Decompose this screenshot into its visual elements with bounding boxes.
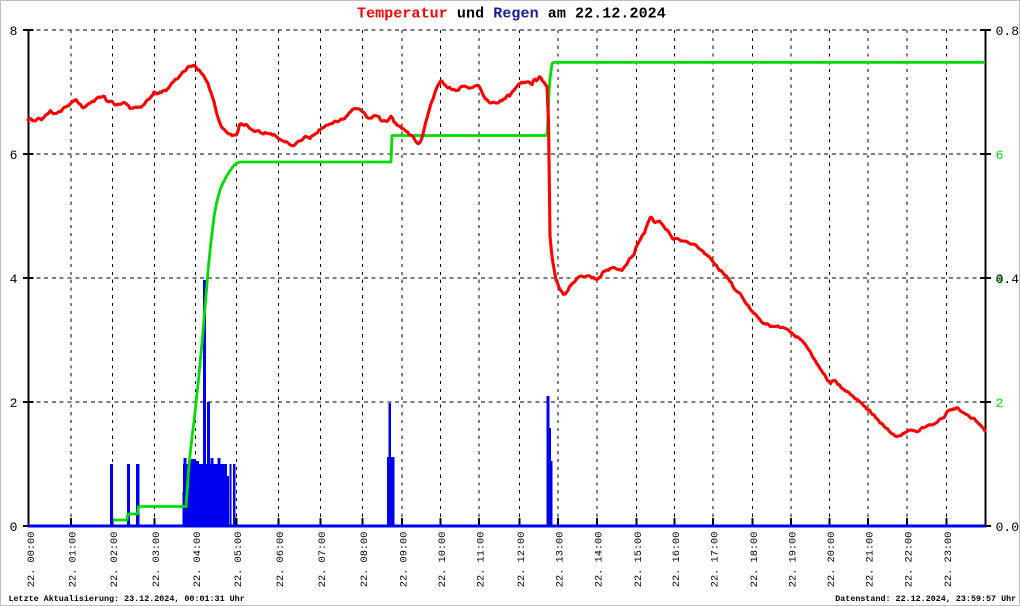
svg-text:22. 23:00: 22. 23:00 bbox=[943, 532, 955, 588]
svg-text:22. 17:00: 22. 17:00 bbox=[710, 532, 722, 588]
svg-text:22. 15:00: 22. 15:00 bbox=[633, 532, 645, 588]
svg-text:8: 8 bbox=[10, 24, 18, 39]
svg-text:22. 08:00: 22. 08:00 bbox=[359, 532, 371, 588]
svg-text:22. 11:00: 22. 11:00 bbox=[476, 532, 488, 588]
svg-text:22. 07:00: 22. 07:00 bbox=[317, 532, 329, 588]
svg-text:2: 2 bbox=[996, 396, 1004, 411]
svg-text:Temperatur und Regen am 22.12.: Temperatur und Regen am 22.12.2024 bbox=[357, 6, 666, 23]
svg-text:6: 6 bbox=[996, 148, 1004, 163]
svg-text:Datenstand: 22.12.2024, 23:59:: Datenstand: 22.12.2024, 23:59:57 Uhr bbox=[835, 594, 1016, 604]
svg-text:0: 0 bbox=[10, 520, 18, 535]
svg-text:22. 03:00: 22. 03:00 bbox=[151, 532, 163, 588]
svg-text:0.0: 0.0 bbox=[996, 520, 1019, 535]
svg-text:0.4: 0.4 bbox=[996, 272, 1020, 287]
svg-text:22. 10:00: 22. 10:00 bbox=[437, 532, 449, 588]
svg-text:22. 19:00: 22. 19:00 bbox=[788, 532, 800, 588]
svg-text:22. 22:00: 22. 22:00 bbox=[904, 532, 916, 588]
svg-text:Letzte Aktualisierung: 23.12.2: Letzte Aktualisierung: 23.12.2024, 00:01… bbox=[9, 594, 245, 604]
svg-text:22. 09:00: 22. 09:00 bbox=[398, 532, 410, 588]
svg-text:22. 02:00: 22. 02:00 bbox=[109, 532, 121, 588]
svg-text:22. 20:00: 22. 20:00 bbox=[826, 532, 838, 588]
svg-text:22. 12:00: 22. 12:00 bbox=[516, 532, 528, 588]
svg-text:22. 14:00: 22. 14:00 bbox=[594, 532, 606, 588]
svg-text:4: 4 bbox=[996, 272, 1004, 287]
svg-text:4: 4 bbox=[10, 272, 18, 287]
svg-text:22. 18:00: 22. 18:00 bbox=[749, 532, 761, 588]
svg-text:22. 16:00: 22. 16:00 bbox=[671, 532, 683, 588]
svg-text:22. 05:00: 22. 05:00 bbox=[233, 532, 245, 588]
svg-text:22. 13:00: 22. 13:00 bbox=[555, 532, 567, 588]
svg-text:22. 00:00: 22. 00:00 bbox=[26, 532, 38, 588]
svg-text:2: 2 bbox=[10, 396, 18, 411]
svg-text:22. 01:00: 22. 01:00 bbox=[68, 532, 80, 588]
svg-text:0.8: 0.8 bbox=[996, 24, 1019, 39]
svg-text:22. 04:00: 22. 04:00 bbox=[192, 532, 204, 588]
svg-text:22. 21:00: 22. 21:00 bbox=[865, 532, 877, 588]
svg-text:6: 6 bbox=[10, 148, 18, 163]
svg-text:22. 06:00: 22. 06:00 bbox=[275, 532, 287, 588]
